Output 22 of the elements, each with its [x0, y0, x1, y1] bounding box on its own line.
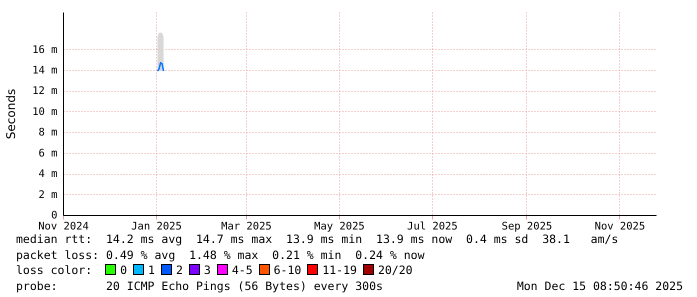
text: loss color: 0 1 2 3 4-5 6-10 11-19 20/20: [16, 263, 413, 277]
x-tick-label: Sep 2025: [502, 220, 552, 232]
x-tick-label: Mar 2025: [221, 220, 272, 232]
y-tick-label: 4 m: [38, 168, 58, 180]
y-tick-label: 10 m: [32, 106, 58, 118]
text: packet loss: 0.49 % avg 1.48 % max 0.21 % min 0.24 % now: [16, 248, 426, 263]
y-tick-label: 0: [51, 210, 58, 222]
text: probe: 20 ICMP Echo Pings (56 Bytes) every 300s: [16, 278, 383, 292]
x-tick-label: Jan 2025: [131, 220, 182, 232]
text: Mon Dec 15 08:50:46 2025: [516, 278, 683, 294]
y-tick-label: 12 m: [32, 85, 58, 98]
x-tick-label: Nov 2024: [38, 220, 89, 232]
y-tick-label: 8 m: [38, 126, 58, 139]
text: median rtt: 14.2 ms avg 14.7 ms max 13.9 ms min 13.9 ms now 0.4 ms sd 38.1 am/s: [16, 232, 620, 248]
y-tick-label: 16 m: [32, 44, 58, 56]
x-tick-label: May 2025: [314, 220, 365, 232]
y-axis-title: Seconds: [4, 88, 18, 140]
y-tick-label: 2 m: [38, 188, 58, 201]
y-tick-label: 6 m: [38, 147, 58, 160]
x-tick-label: Jul 2025: [407, 220, 458, 232]
y-tick-label: 14 m: [32, 64, 58, 76]
x-tick-label: Nov 2025: [594, 220, 646, 232]
